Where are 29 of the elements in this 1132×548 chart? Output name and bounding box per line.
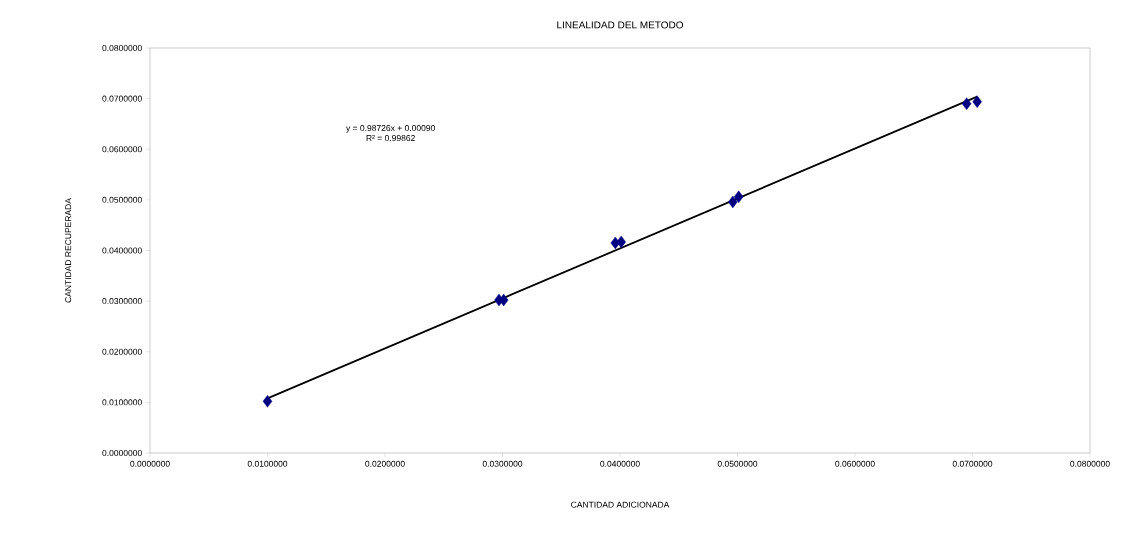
y-tick-label: 0.0600000: [102, 146, 142, 153]
chart-title: LINEALIDAD DEL METODO: [557, 21, 684, 29]
point: [616, 235, 626, 249]
point: [961, 97, 972, 110]
x-axis-title: CANTIDAD ADICIONADA: [571, 501, 670, 508]
point: [262, 395, 273, 408]
annotation: y = 0.98726x + 0.00090: [346, 125, 435, 133]
annotation: R² = 0.99862: [366, 135, 415, 142]
x-tick-label: 0.0000000: [130, 460, 170, 467]
point: [733, 190, 744, 204]
point: [972, 95, 982, 108]
y-tick-label: 0.0800000: [102, 44, 142, 51]
x-tick-label: 0.0200000: [365, 460, 405, 467]
x-tick-label: 0.0500000: [717, 460, 758, 467]
y-tick-label: 0.0200000: [102, 348, 142, 355]
x-tick-label: 0.0400000: [600, 460, 640, 467]
y-axis-title: CANTIDAD RECUPERADA: [65, 198, 72, 303]
x-tick-label: 0.0600000: [835, 460, 875, 467]
y-tick-label: 0.0700000: [102, 95, 142, 102]
y-tick-label: 0.0100000: [102, 399, 142, 406]
y-tick-label: 0.0400000: [102, 247, 142, 254]
x-tick-label: 0.0300000: [482, 460, 523, 467]
point: [728, 195, 738, 209]
x-tick-label: 0.0800000: [1070, 460, 1110, 467]
y-tick-label: 0.0500000: [102, 196, 142, 203]
x-tick-label: 0.0700000: [952, 460, 993, 467]
x-tick-label: 0.0100000: [247, 460, 288, 467]
y-tick-label: 0.0300000: [102, 298, 142, 305]
y-tick-label: 0.0000000: [102, 449, 142, 456]
